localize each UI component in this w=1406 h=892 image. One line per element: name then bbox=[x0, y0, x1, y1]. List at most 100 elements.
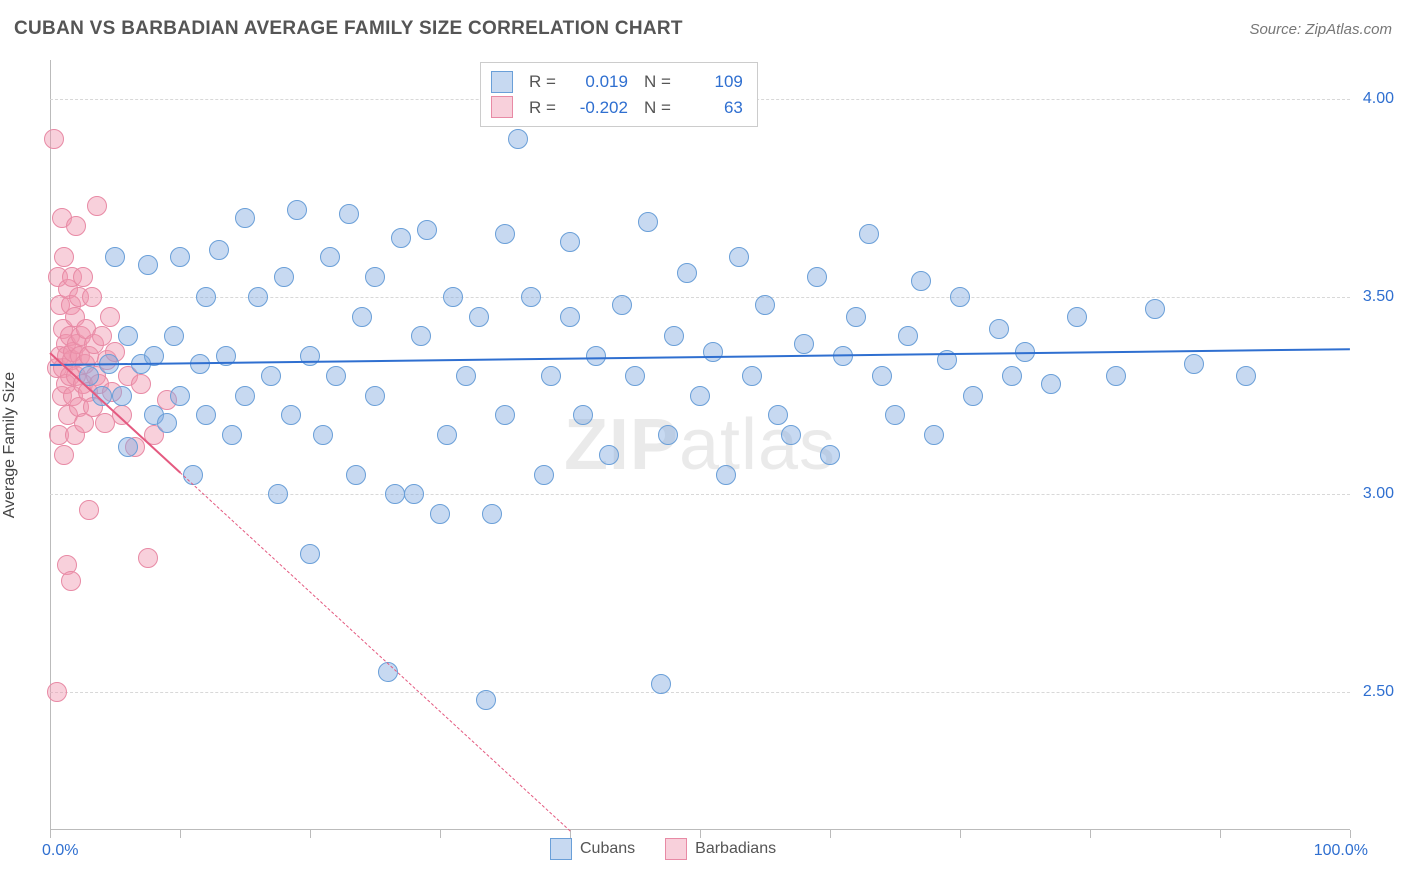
scatter-point bbox=[79, 500, 99, 520]
scatter-point bbox=[690, 386, 710, 406]
legend-item-cubans: Cubans bbox=[550, 838, 635, 860]
scatter-point bbox=[495, 224, 515, 244]
scatter-point bbox=[742, 366, 762, 386]
scatter-point bbox=[346, 465, 366, 485]
label-n: N = bbox=[644, 95, 671, 121]
legend-item-barbadians: Barbadians bbox=[665, 838, 776, 860]
title-bar: CUBAN VS BARBADIAN AVERAGE FAMILY SIZE C… bbox=[14, 18, 1392, 40]
scatter-point bbox=[1145, 299, 1165, 319]
scatter-point bbox=[287, 200, 307, 220]
trend-line bbox=[50, 348, 1350, 366]
x-tick bbox=[310, 830, 311, 838]
scatter-point bbox=[1067, 307, 1087, 327]
scatter-point bbox=[54, 247, 74, 267]
scatter-point bbox=[1184, 354, 1204, 374]
scatter-point bbox=[87, 196, 107, 216]
scatter-point bbox=[638, 212, 658, 232]
scatter-point bbox=[1106, 366, 1126, 386]
x-tick bbox=[440, 830, 441, 838]
scatter-point bbox=[729, 247, 749, 267]
chart-title: CUBAN VS BARBADIAN AVERAGE FAMILY SIZE C… bbox=[14, 18, 683, 40]
scatter-point bbox=[235, 386, 255, 406]
scatter-point bbox=[430, 504, 450, 524]
scatter-point bbox=[755, 295, 775, 315]
swatch-barbadians bbox=[491, 96, 513, 118]
scatter-point bbox=[625, 366, 645, 386]
y-tick-label: 3.50 bbox=[1363, 288, 1394, 306]
scatter-point bbox=[541, 366, 561, 386]
scatter-point bbox=[320, 247, 340, 267]
legend-label-barbadians: Barbadians bbox=[695, 840, 776, 858]
legend-label-cubans: Cubans bbox=[580, 840, 635, 858]
source-attribution: Source: ZipAtlas.com bbox=[1249, 21, 1392, 38]
scatter-point bbox=[300, 346, 320, 366]
x-start-label: 0.0% bbox=[42, 842, 78, 860]
x-tick bbox=[1220, 830, 1221, 838]
x-tick bbox=[1350, 830, 1351, 838]
swatch-barbadians bbox=[665, 838, 687, 860]
scatter-point bbox=[118, 437, 138, 457]
y-tick-label: 2.50 bbox=[1363, 683, 1394, 701]
scatter-point bbox=[476, 690, 496, 710]
scatter-point bbox=[365, 386, 385, 406]
scatter-point bbox=[196, 405, 216, 425]
value-n-cubans: 109 bbox=[687, 69, 743, 95]
scatter-point bbox=[365, 267, 385, 287]
scatter-point bbox=[911, 271, 931, 291]
scatter-point bbox=[560, 232, 580, 252]
swatch-cubans bbox=[550, 838, 572, 860]
value-r-cubans: 0.019 bbox=[572, 69, 628, 95]
y-tick-label: 4.00 bbox=[1363, 90, 1394, 108]
scatter-point bbox=[846, 307, 866, 327]
y-axis-line bbox=[50, 60, 51, 830]
scatter-point bbox=[1002, 366, 1022, 386]
scatter-point bbox=[44, 129, 64, 149]
scatter-point bbox=[385, 484, 405, 504]
scatter-point bbox=[820, 445, 840, 465]
scatter-point bbox=[1041, 374, 1061, 394]
y-tick-label: 3.00 bbox=[1363, 485, 1394, 503]
scatter-point bbox=[138, 548, 158, 568]
gridline bbox=[50, 692, 1350, 693]
gridline bbox=[50, 494, 1350, 495]
scatter-point bbox=[196, 287, 216, 307]
scatter-point bbox=[170, 247, 190, 267]
x-tick bbox=[570, 830, 571, 838]
scatter-point bbox=[898, 326, 918, 346]
scatter-point bbox=[118, 326, 138, 346]
scatter-point bbox=[950, 287, 970, 307]
scatter-point bbox=[352, 307, 372, 327]
scatter-point bbox=[482, 504, 502, 524]
value-n-barbadians: 63 bbox=[687, 95, 743, 121]
scatter-point bbox=[872, 366, 892, 386]
scatter-point bbox=[268, 484, 288, 504]
scatter-point bbox=[261, 366, 281, 386]
scatter-point bbox=[112, 386, 132, 406]
series-legend: Cubans Barbadians bbox=[550, 838, 776, 860]
scatter-point bbox=[963, 386, 983, 406]
scatter-point bbox=[859, 224, 879, 244]
scatter-point bbox=[248, 287, 268, 307]
scatter-point bbox=[54, 445, 74, 465]
x-end-label: 100.0% bbox=[1314, 842, 1368, 860]
scatter-point bbox=[235, 208, 255, 228]
scatter-point bbox=[82, 287, 102, 307]
scatter-point bbox=[586, 346, 606, 366]
stats-legend: R = 0.019 N = 109 R = -0.202 N = 63 bbox=[480, 62, 758, 127]
label-r: R = bbox=[529, 95, 556, 121]
scatter-point bbox=[664, 326, 684, 346]
x-tick bbox=[700, 830, 701, 838]
scatter-point bbox=[677, 263, 697, 283]
scatter-point bbox=[61, 571, 81, 591]
scatter-point bbox=[612, 295, 632, 315]
scatter-point bbox=[437, 425, 457, 445]
scatter-point bbox=[131, 374, 151, 394]
scatter-point bbox=[508, 129, 528, 149]
x-tick bbox=[830, 830, 831, 838]
scatter-point bbox=[391, 228, 411, 248]
swatch-cubans bbox=[491, 71, 513, 93]
scatter-point bbox=[138, 255, 158, 275]
scatter-point bbox=[651, 674, 671, 694]
label-n: N = bbox=[644, 69, 671, 95]
scatter-point bbox=[222, 425, 242, 445]
